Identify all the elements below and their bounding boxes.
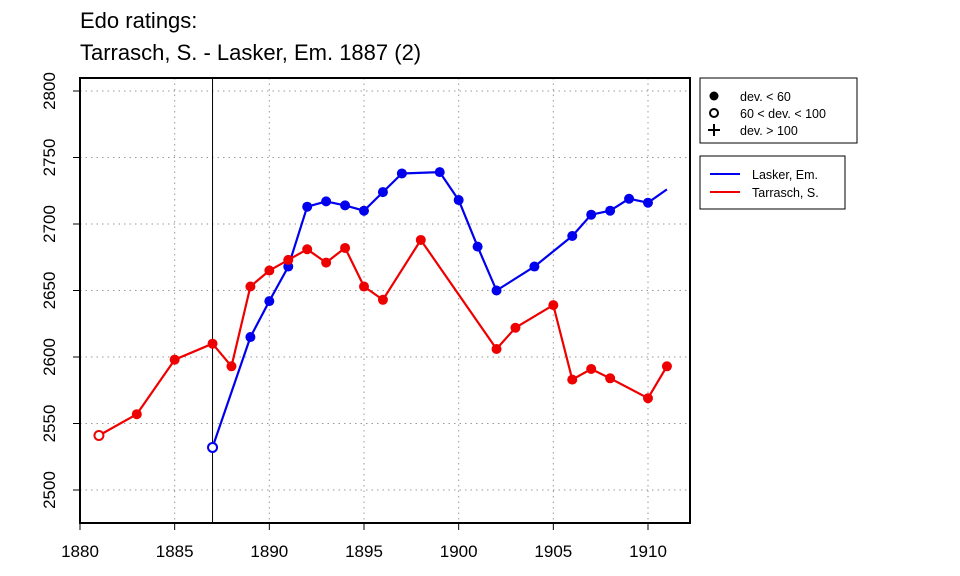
data-point (661, 361, 672, 372)
data-point (472, 241, 483, 252)
legend-marker-label: dev. > 100 (740, 124, 798, 138)
data-point (321, 257, 332, 268)
data-point (605, 205, 616, 216)
data-point (377, 187, 388, 198)
data-point (321, 196, 332, 207)
y-tick-label: 2650 (40, 272, 59, 310)
x-tick-label: 1895 (345, 542, 383, 561)
data-point (169, 354, 180, 365)
open-circle-icon (709, 108, 719, 118)
data-point (567, 230, 578, 241)
data-point (491, 285, 502, 296)
legend-markers-box (699, 77, 858, 144)
y-tick-label: 2750 (40, 139, 59, 177)
legend-series-box (699, 155, 846, 210)
legend-marker-label: dev. < 60 (740, 90, 791, 104)
data-point (491, 344, 502, 355)
data-point (283, 254, 294, 265)
data-point (245, 332, 256, 343)
data-point (548, 300, 559, 311)
data-point (340, 242, 351, 253)
data-point (643, 393, 653, 404)
x-tick-label: 1885 (156, 542, 194, 561)
data-point (264, 296, 275, 307)
plot-frame (79, 77, 691, 524)
series-line (211, 171, 668, 448)
x-tick-label: 1905 (534, 542, 572, 561)
data-point (586, 363, 597, 374)
data-point (510, 322, 521, 333)
filled-circle-icon (709, 91, 719, 101)
data-point (453, 195, 464, 206)
data-point (643, 197, 653, 208)
data-point (302, 201, 313, 212)
data-point (207, 338, 218, 349)
legend-markers: dev. < 60 60 < dev. < 100 dev. > 100 (699, 77, 858, 144)
legend-marker-label: 60 < dev. < 100 (740, 107, 826, 121)
legend-series-label: Lasker, Em. (752, 168, 818, 182)
x-tick-label: 1910 (629, 542, 667, 561)
data-point (529, 261, 540, 272)
y-tick-label: 2600 (40, 338, 59, 376)
data-point (226, 361, 237, 372)
data-point-open (207, 441, 219, 453)
data-point (359, 205, 369, 216)
x-tick-label: 1890 (250, 542, 288, 561)
data-point (415, 234, 426, 245)
data-point (245, 281, 256, 292)
data-point (264, 265, 275, 276)
chart-title-line2: Tarrasch, S. - Lasker, Em. 1887 (2) (80, 40, 422, 65)
data-point-open (93, 429, 105, 441)
data-point (434, 167, 445, 178)
data-point (359, 281, 369, 292)
legend-series: Lasker, Em. Tarrasch, S. (699, 155, 846, 210)
y-axis: 2500 2550 2600 2650 2700 2750 2800 (40, 72, 80, 509)
y-tick-label: 2500 (40, 471, 59, 509)
y-tick-label: 2700 (40, 205, 59, 243)
data-point (131, 409, 142, 420)
x-axis: 1880 1885 1890 1895 1900 1905 1910 (61, 523, 667, 561)
data-point (586, 209, 597, 220)
x-tick-label: 1900 (440, 542, 478, 561)
series-lasker (207, 167, 668, 453)
data-point (396, 168, 407, 179)
series-line (98, 238, 668, 437)
legend-series-label: Tarrasch, S. (752, 186, 819, 200)
y-tick-label: 2550 (40, 405, 59, 443)
chart-title-line1: Edo ratings: (80, 8, 198, 33)
data-point (567, 374, 578, 385)
series-tarrasch (93, 234, 672, 441)
data-point (605, 373, 616, 384)
y-tick-label: 2800 (40, 72, 59, 110)
x-tick-label: 1880 (61, 542, 99, 561)
data-point (624, 193, 635, 204)
series-layer (93, 167, 672, 453)
data-point (302, 244, 313, 255)
data-point (340, 200, 351, 211)
data-point (377, 294, 388, 305)
plus-icon (708, 124, 720, 136)
